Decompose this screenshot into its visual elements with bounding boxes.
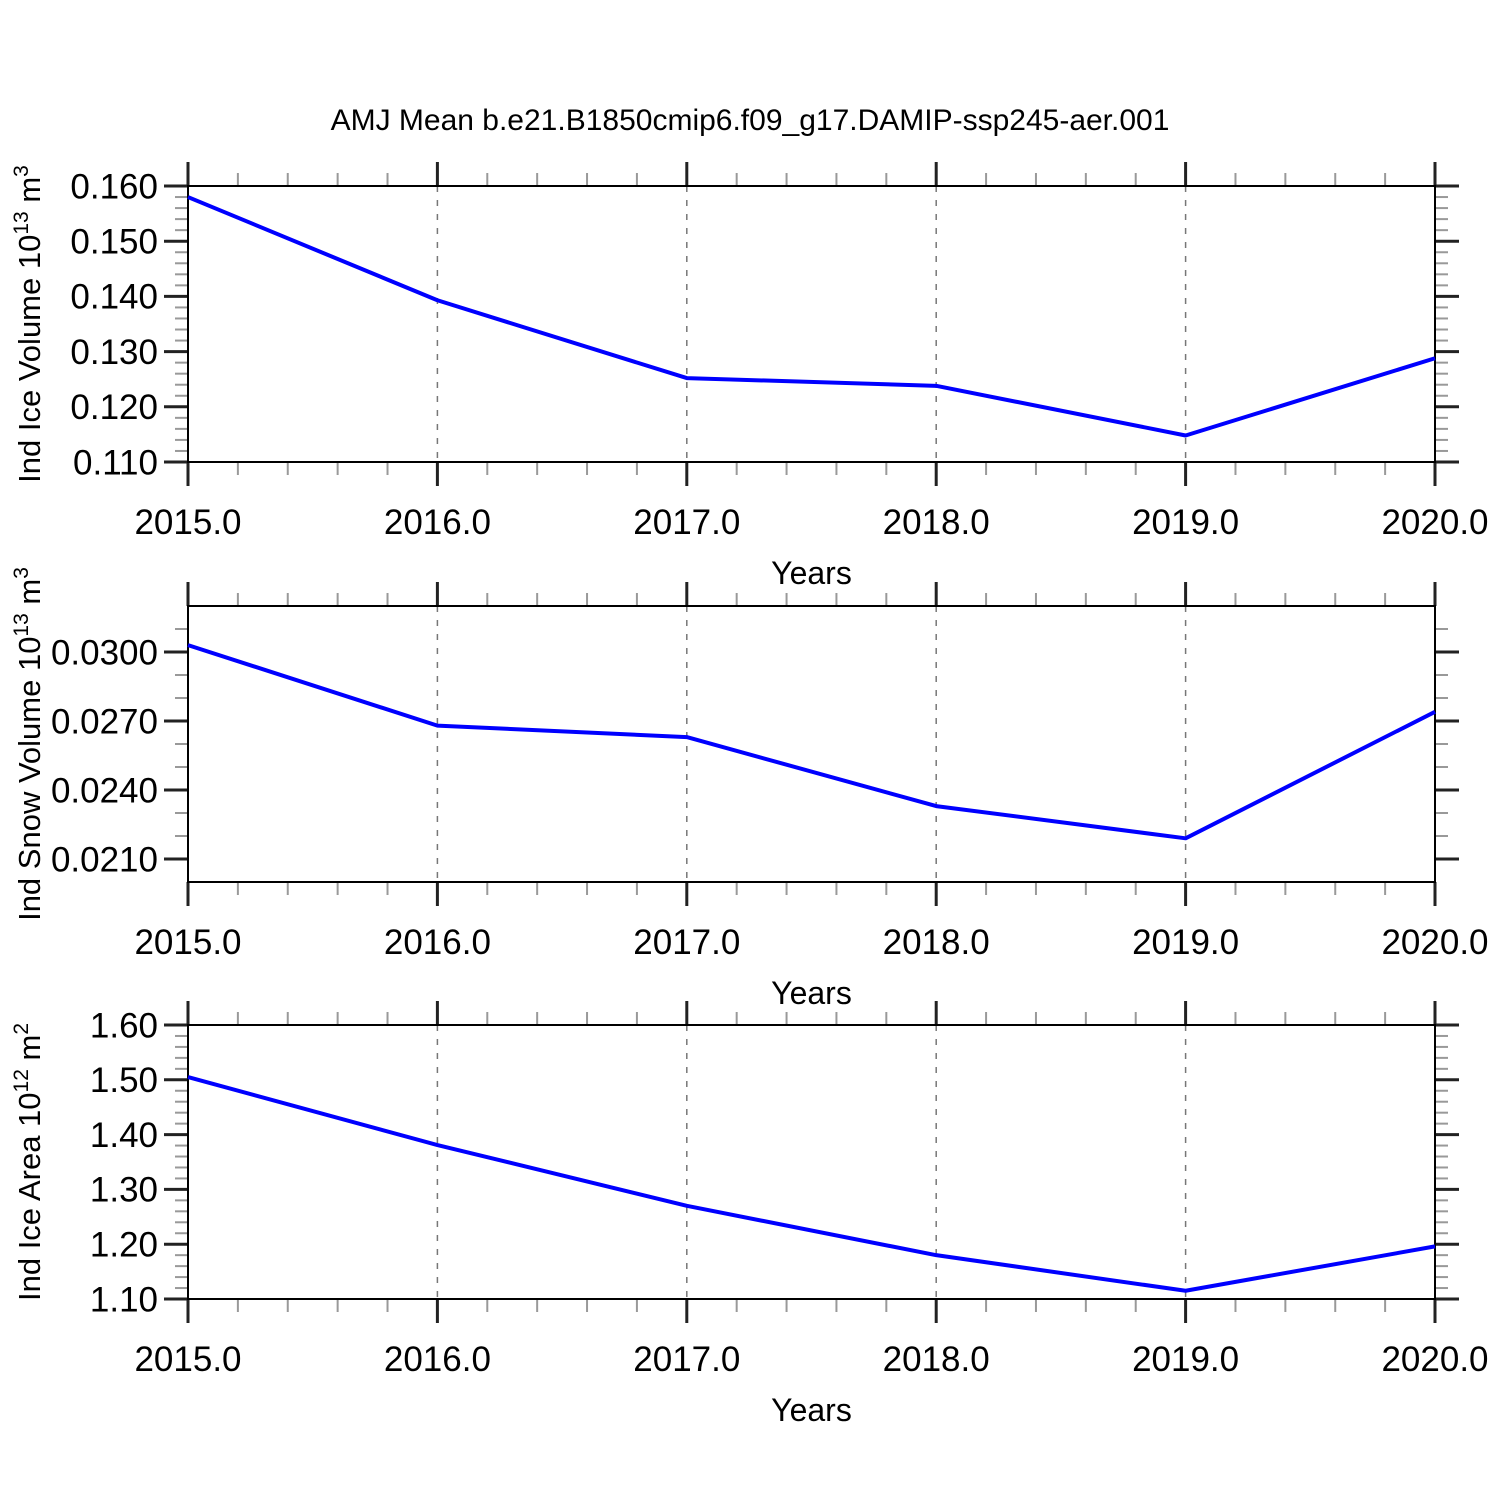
x-tick-label: 2018.0 bbox=[883, 1340, 990, 1379]
y-tick-label: 1.30 bbox=[90, 1171, 158, 1210]
x-axis-title: Years bbox=[771, 1392, 852, 1428]
plot-frame bbox=[187, 605, 1436, 883]
y-tick-label: 0.130 bbox=[70, 333, 158, 372]
y-tick-label: 0.140 bbox=[70, 278, 158, 317]
x-tick-label: 2019.0 bbox=[1132, 923, 1239, 962]
y-tick-label: 0.160 bbox=[70, 167, 158, 206]
y-tick-label: 0.150 bbox=[70, 222, 158, 261]
y-axis-title: Ind Ice Area 1012 m2 bbox=[10, 1023, 47, 1301]
x-tick-label: 2018.0 bbox=[883, 503, 990, 542]
y-tick-label: 0.120 bbox=[70, 388, 158, 427]
chart-ind-ice-area: 2015.0 2016.0 2017.0 2018.0 2019.0 2020.0 1.10… bbox=[10, 1001, 1489, 1428]
x-axis-title: Years bbox=[771, 555, 852, 591]
data-line-ind-ice-area bbox=[187, 1075, 1436, 1293]
chart-ind-snow-volume: 2015.0 2016.0 2017.0 2018.0 2019.0 2020.0 0.02… bbox=[10, 567, 1489, 1011]
x-tick-label: 2016.0 bbox=[384, 1340, 491, 1379]
x-tick-label: 2020.0 bbox=[1381, 1340, 1488, 1379]
x-tick-label: 2016.0 bbox=[384, 503, 491, 542]
x-tick-label: 2019.0 bbox=[1132, 503, 1239, 542]
x-tick-label: 2020.0 bbox=[1381, 503, 1488, 542]
y-tick-label: 0.0300 bbox=[51, 633, 158, 672]
data-line-ind-snow-volume bbox=[187, 643, 1436, 841]
y-axis-title: Ind Snow Volume 1013 m3 bbox=[10, 567, 47, 921]
x-tick-label: 2020.0 bbox=[1381, 923, 1488, 962]
y-tick-label: 1.50 bbox=[90, 1061, 158, 1100]
y-tick-label: 1.10 bbox=[90, 1280, 158, 1319]
x-tick-label: 2017.0 bbox=[633, 1340, 740, 1379]
y-tick-label: 1.60 bbox=[90, 1006, 158, 1045]
plot-frame bbox=[187, 185, 1436, 463]
y-tick-label: 0.0240 bbox=[51, 771, 158, 810]
data-line-ind-ice-volume bbox=[187, 195, 1436, 438]
y-tick-label: 0.110 bbox=[73, 443, 158, 482]
x-tick-label: 2017.0 bbox=[633, 923, 740, 962]
x-tick-label: 2018.0 bbox=[883, 923, 990, 962]
chart-title: AMJ Mean b.e21.B1850cmip6.f09_g17.DAMIP-… bbox=[331, 104, 1170, 137]
x-tick-label: 2015.0 bbox=[134, 1340, 241, 1379]
x-axis-title: Years bbox=[771, 975, 852, 1011]
y-tick-label: 1.40 bbox=[90, 1116, 158, 1155]
y-tick-label: 0.0270 bbox=[51, 702, 158, 741]
x-tick-label: 2015.0 bbox=[134, 923, 241, 962]
y-tick-label: 0.0210 bbox=[51, 840, 158, 879]
y-tick-label: 1.20 bbox=[90, 1225, 158, 1264]
plot-frame bbox=[187, 1024, 1436, 1300]
x-tick-label: 2017.0 bbox=[633, 503, 740, 542]
x-tick-label: 2019.0 bbox=[1132, 1340, 1239, 1379]
x-tick-label: 2016.0 bbox=[384, 923, 491, 962]
y-axis-title: Ind Ice Volume 1013 m3 bbox=[10, 165, 47, 483]
x-tick-label: 2015.0 bbox=[134, 503, 241, 542]
chart-ind-ice-volume: 2015.0 2016.0 2017.0 2018.0 2019.0 2020.0 0.11… bbox=[10, 162, 1489, 591]
